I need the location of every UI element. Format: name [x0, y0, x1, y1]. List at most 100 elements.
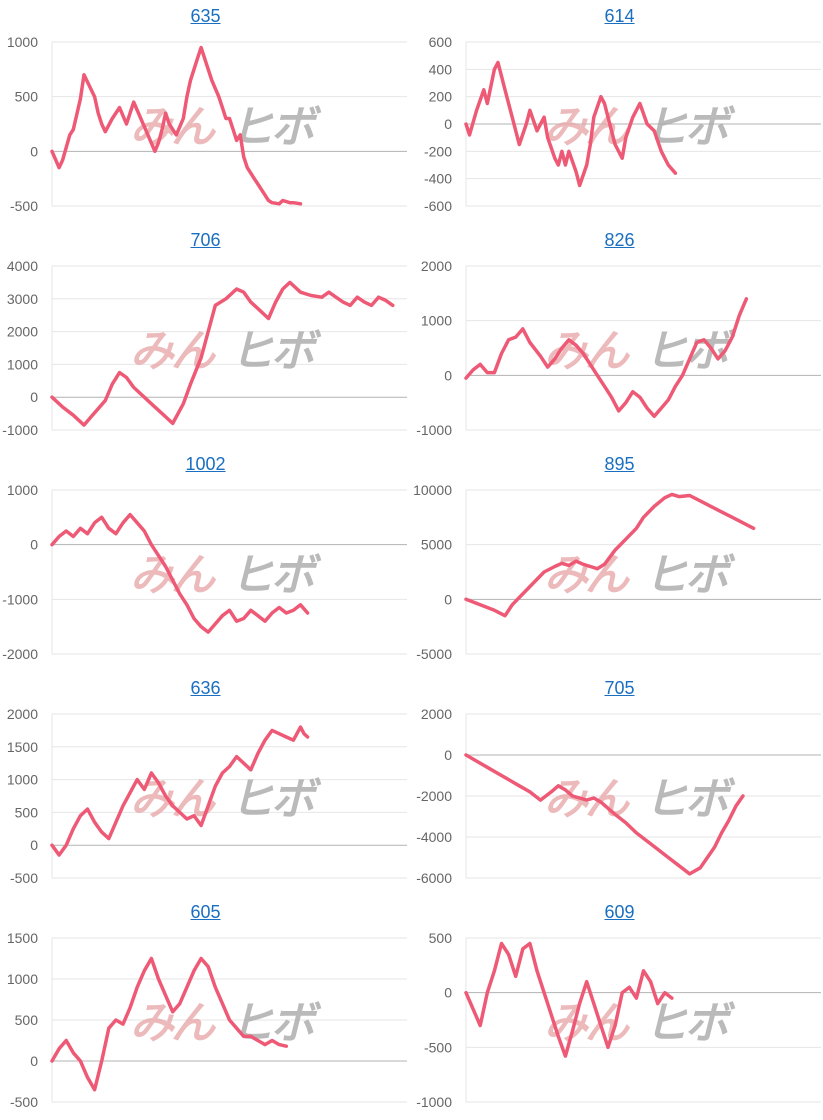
watermark-text-2: ヒボ — [644, 998, 736, 1049]
chart-panel-609: 609 -1000 -500 0 500 みん ヒボ — [414, 896, 823, 1120]
y-tick-label: -2000 — [2, 646, 38, 662]
chart-panel-706: 706 -1000 0 1000 2000 3000 4000 みん ヒボ — [0, 224, 411, 448]
chart-title-link[interactable]: 705 — [604, 678, 635, 698]
series-line — [50, 280, 395, 427]
watermark-text-1: みん — [130, 550, 217, 601]
y-tick-label: 2000 — [7, 706, 38, 722]
y-tick-label: 0 — [444, 747, 452, 763]
y-tick-label: 500 — [15, 804, 39, 820]
chart-panel-895: 895 -5000 0 5000 10000 みん ヒボ — [413, 448, 823, 672]
y-tick-label: -500 — [10, 1094, 38, 1110]
y-tick-label: 1000 — [421, 313, 452, 329]
y-tick-label: 1500 — [7, 930, 38, 946]
chart-title-link[interactable]: 614 — [604, 6, 635, 26]
y-tick-label: -500 — [424, 1039, 452, 1055]
chart-panel-635: 635 -500 0 500 1000 みん ヒボ — [0, 0, 411, 224]
y-tick-label: 0 — [30, 389, 38, 405]
series-line — [464, 753, 745, 876]
chart-panel-1002: 1002 -2000 -1000 0 1000 みん ヒボ — [0, 448, 411, 672]
chart-title-link[interactable]: 636 — [190, 678, 221, 698]
watermark-text-2: ヒボ — [644, 774, 736, 825]
watermark-text-2: ヒボ — [230, 326, 322, 377]
y-tick-label: 1000 — [7, 356, 38, 372]
y-tick-label: 600 — [429, 34, 453, 50]
y-tick-label: 500 — [429, 930, 453, 946]
y-tick-label: 2000 — [7, 324, 38, 340]
chart-title-link[interactable]: 609 — [604, 902, 635, 922]
chart-panel-614: 614 -600 -400 -200 0 200 400 600 みん ヒボ — [414, 0, 823, 224]
series-line — [464, 941, 674, 1058]
y-tick-label: -500 — [10, 198, 38, 214]
y-tick-label: 0 — [30, 537, 38, 553]
y-tick-label: 2000 — [421, 706, 452, 722]
line-chart: -5000 0 5000 10000 みん ヒボ — [413, 482, 821, 662]
y-tick-label: -1000 — [2, 422, 38, 438]
y-tick-label: 1000 — [7, 482, 38, 498]
y-tick-label: 1000 — [7, 971, 38, 987]
y-tick-label: 10000 — [413, 482, 452, 498]
y-tick-label: 1500 — [7, 739, 38, 755]
y-tick-label: -1000 — [2, 591, 38, 607]
y-tick-label: -500 — [10, 870, 38, 886]
chart-title-link[interactable]: 605 — [190, 902, 221, 922]
line-chart: -500 0 500 1000 1500 2000 みん ヒボ — [7, 706, 407, 886]
chart-title-link[interactable]: 706 — [190, 230, 221, 250]
line-chart: -1000 0 1000 2000 みん ヒボ — [416, 258, 821, 438]
y-tick-label: 3000 — [7, 291, 38, 307]
line-chart: -1000 0 1000 2000 3000 4000 みん ヒボ — [2, 258, 407, 438]
y-tick-label: -2000 — [416, 788, 452, 804]
y-tick-label: 0 — [30, 837, 38, 853]
y-tick-label: 5000 — [421, 537, 452, 553]
chart-title-link[interactable]: 1002 — [185, 454, 226, 474]
y-tick-label: -1000 — [416, 422, 452, 438]
series-line — [464, 492, 756, 618]
y-tick-label: -600 — [424, 198, 452, 214]
watermark-logo: みん ヒボ — [130, 550, 325, 601]
series-line — [464, 297, 749, 419]
chart-title-link[interactable]: 826 — [604, 230, 635, 250]
y-tick-label: -4000 — [416, 829, 452, 845]
watermark-logo: みん ヒボ — [544, 774, 739, 825]
watermark-logo: みん ヒボ — [544, 326, 739, 377]
chart-panel-605: 605 -500 0 500 1000 1500 みん ヒボ — [0, 896, 411, 1120]
watermark-logo: みん ヒボ — [544, 102, 739, 153]
y-tick-label: 500 — [15, 89, 39, 105]
y-tick-label: 4000 — [7, 258, 38, 274]
watermark-text-1: みん — [544, 102, 631, 153]
series-line — [50, 725, 310, 857]
chart-panel-705: 705 -6000 -4000 -2000 0 2000 みん ヒボ — [414, 672, 823, 896]
watermark-logo: みん ヒボ — [544, 550, 739, 601]
y-tick-label: 0 — [444, 985, 452, 1001]
watermark-text-1: みん — [544, 550, 631, 601]
y-tick-label: 0 — [30, 143, 38, 159]
chart-panel-826: 826 -1000 0 1000 2000 みん ヒボ — [414, 224, 823, 448]
y-tick-label: -200 — [424, 143, 452, 159]
y-tick-label: 200 — [429, 89, 453, 105]
series-line — [50, 512, 310, 634]
y-tick-label: 0 — [444, 367, 452, 383]
chart-title-link[interactable]: 635 — [190, 6, 221, 26]
y-tick-label: -400 — [424, 171, 452, 187]
series-line — [50, 45, 303, 206]
watermark-logo: みん ヒボ — [130, 998, 325, 1049]
watermark-text-2: ヒボ — [230, 774, 322, 825]
watermark-text-2: ヒボ — [230, 102, 322, 153]
y-tick-label: -1000 — [416, 1094, 452, 1110]
chart-panel-636: 636 -500 0 500 1000 1500 2000 みん ヒボ — [0, 672, 411, 896]
y-tick-label: 0 — [444, 116, 452, 132]
y-tick-label: 0 — [30, 1053, 38, 1069]
watermark-text-2: ヒボ — [230, 998, 322, 1049]
series-line — [50, 956, 289, 1092]
y-tick-label: 2000 — [421, 258, 452, 274]
watermark-text-1: みん — [130, 326, 217, 377]
watermark-text-2: ヒボ — [230, 550, 322, 601]
chart-title-link[interactable]: 895 — [604, 454, 635, 474]
watermark-text-2: ヒボ — [644, 550, 736, 601]
watermark-text-1: みん — [130, 998, 217, 1049]
y-tick-label: 500 — [15, 1012, 39, 1028]
y-tick-label: -5000 — [416, 646, 452, 662]
line-chart: -6000 -4000 -2000 0 2000 みん ヒボ — [416, 706, 821, 886]
line-chart: -600 -400 -200 0 200 400 600 みん ヒボ — [424, 34, 821, 214]
